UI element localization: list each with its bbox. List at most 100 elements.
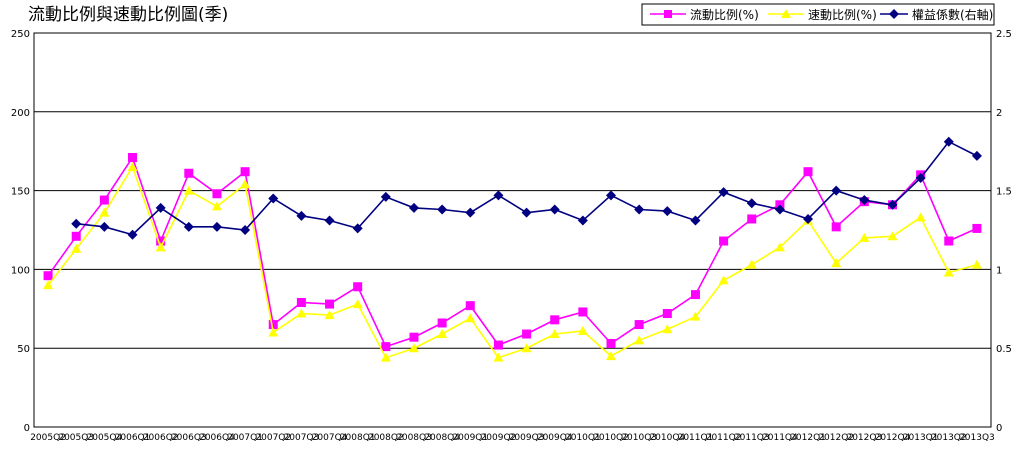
x-tick-label: 2008Q1 [340, 433, 376, 443]
data-point [493, 352, 504, 362]
legend-item-current-ratio: 流動比例(%) [650, 8, 759, 22]
data-point [183, 185, 194, 195]
legend-label-quick-ratio: 速動比例(%) [808, 8, 877, 22]
data-point [43, 280, 54, 290]
x-tick-label: 2008Q3 [396, 433, 432, 443]
data-point [747, 214, 757, 224]
data-point [943, 267, 954, 277]
x-tick-label: 2010Q4 [649, 433, 685, 443]
x-tick-label: 2011Q1 [678, 433, 714, 443]
x-tick-label: 2006Q3 [171, 433, 207, 443]
data-point [971, 150, 982, 161]
x-tick-label: 2011Q3 [734, 433, 770, 443]
data-point [99, 195, 109, 205]
data-point [578, 307, 588, 317]
data-point [662, 206, 673, 217]
data-point [43, 271, 53, 281]
data-point [71, 218, 82, 229]
data-point [690, 215, 701, 226]
data-point [268, 327, 279, 337]
plot-area [33, 32, 992, 428]
data-point [746, 198, 757, 209]
data-point [606, 190, 617, 201]
data-point [662, 309, 672, 319]
x-tick-label: 2013Q3 [959, 433, 995, 443]
legend-box [641, 3, 995, 26]
x-tick-label: 2009Q1 [452, 433, 488, 443]
data-point [550, 315, 560, 325]
data-point [380, 352, 391, 362]
data-point [718, 275, 729, 285]
data-point [128, 153, 138, 163]
series-line [47, 155, 978, 348]
y-right-tick-label: 1 [996, 265, 1002, 276]
data-point [521, 207, 532, 218]
data-point [212, 189, 222, 199]
data-point [184, 168, 194, 178]
legend-item-quick-ratio: 速動比例(%) [768, 8, 877, 22]
data-point [915, 172, 926, 183]
x-tick-label: 2006Q2 [143, 433, 179, 443]
data-point [887, 199, 898, 210]
data-point [465, 301, 475, 311]
data-point [718, 187, 729, 198]
series-3 [71, 136, 982, 240]
x-tick-label: 2009Q2 [481, 433, 517, 443]
x-tick-label: 2005Q2 [30, 433, 66, 443]
data-point [831, 222, 841, 232]
data-point [634, 335, 645, 345]
data-point [719, 236, 729, 246]
data-point [944, 236, 954, 246]
data-point [324, 310, 335, 320]
x-tick-label: 2007Q3 [284, 433, 320, 443]
data-point [155, 242, 166, 252]
x-tick-label: 2009Q3 [509, 433, 545, 443]
x-tick-label: 2011Q2 [706, 433, 742, 443]
legend-marker-equity-multiplier [889, 9, 899, 19]
x-tick-label: 2010Q1 [565, 433, 601, 443]
data-point [324, 215, 335, 226]
data-point [465, 207, 476, 218]
data-point [380, 191, 391, 202]
data-point [240, 225, 251, 235]
data-point [99, 221, 110, 232]
data-point [549, 204, 560, 215]
x-tick-label: 2012Q2 [818, 433, 854, 443]
x-axis: 2005Q22005Q32005Q42006Q12006Q22006Q32006… [30, 433, 995, 443]
y-axis-left: 0 50 100 150 200 250 [11, 29, 30, 434]
x-tick-label: 2012Q4 [875, 433, 911, 443]
data-point [774, 242, 785, 252]
data-point [268, 320, 278, 330]
y-right-tick-label: 0.5 [996, 344, 1012, 355]
data-point [408, 202, 419, 213]
data-point [211, 201, 222, 211]
data-point [746, 259, 757, 269]
data-point [972, 223, 982, 233]
y-left-tick-label: 50 [17, 344, 30, 355]
legend-marker-current-ratio [664, 10, 672, 18]
x-tick-label: 2008Q2 [368, 433, 404, 443]
data-point [887, 231, 898, 241]
data-point [774, 204, 785, 215]
x-tick-label: 2007Q2 [255, 433, 291, 443]
data-point [493, 190, 504, 201]
x-tick-label: 2006Q4 [199, 433, 235, 443]
data-point [268, 193, 279, 204]
y-right-tick-label: 0 [996, 423, 1002, 434]
data-point [352, 299, 363, 309]
data-point [690, 290, 700, 300]
data-point [549, 329, 560, 339]
y-right-tick-label: 1.5 [996, 187, 1012, 198]
data-point [211, 221, 222, 232]
data-point [156, 236, 166, 246]
data-point [522, 329, 532, 339]
data-point [971, 259, 982, 269]
data-point [71, 231, 81, 241]
legend-label-current-ratio: 流動比例(%) [690, 8, 759, 22]
y-left-tick-label: 100 [11, 265, 30, 276]
data-point [381, 342, 391, 352]
data-point [155, 202, 166, 213]
data-point [183, 221, 194, 232]
data-point [296, 297, 306, 307]
